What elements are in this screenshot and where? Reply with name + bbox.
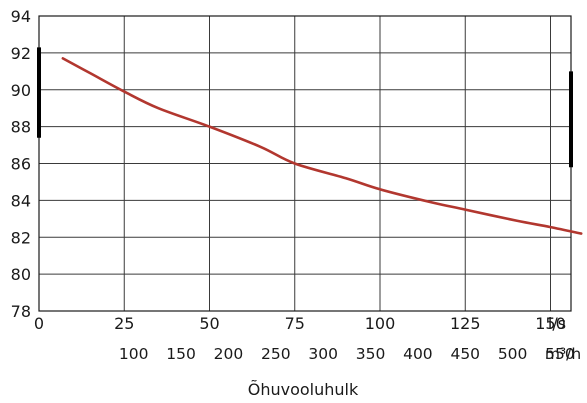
y-tick-label: 78	[11, 302, 31, 321]
x-tick-label-m3h: 400	[403, 345, 433, 363]
y-tick-label: 86	[11, 155, 31, 174]
grid	[38, 15, 571, 312]
x-tick-label-ls: 0	[34, 314, 44, 333]
x-tick-label-m3h: 100	[119, 345, 149, 363]
x-tick-label-ls: 125	[450, 314, 481, 333]
y-axis-ticks: 78 80 82 84 86 88 90 92 94	[11, 7, 31, 321]
side-markers	[37, 47, 573, 168]
x-axis-ticks-ls: 0 25 50 75 100 125 150	[34, 314, 566, 333]
x-axis-title: Õhuvooluhulk	[248, 380, 359, 399]
y-tick-label: 90	[11, 81, 31, 100]
x-tick-label-m3h: 150	[166, 345, 196, 363]
x-tick-label-ls: 25	[114, 314, 134, 333]
y-tick-label: 84	[11, 191, 31, 210]
x-tick-label-ls: 100	[365, 314, 396, 333]
y-tick-label: 94	[11, 7, 31, 26]
y-tick-label: 88	[11, 118, 31, 137]
y-tick-label: 82	[11, 228, 31, 247]
y-tick-label: 80	[11, 265, 31, 284]
x-tick-label-ls: 150	[535, 314, 566, 333]
y-tick-label: 92	[11, 44, 31, 63]
data-line	[61, 57, 583, 235]
x-tick-label-m3h: 550	[545, 345, 575, 363]
x-tick-label-m3h: 350	[356, 345, 386, 363]
x-tick-label-m3h: 200	[214, 345, 244, 363]
x-tick-label-m3h: 500	[498, 345, 528, 363]
x-tick-label-m3h: 450	[450, 345, 480, 363]
x-tick-label-ls: 75	[285, 314, 305, 333]
x-tick-label-m3h: 250	[261, 345, 291, 363]
x-unit-ls: l/s	[548, 314, 566, 333]
x-axis-ticks-m3h: 100 150 200 250 300 350 400 450 500 550	[119, 345, 575, 363]
x-tick-label-m3h: 300	[308, 345, 338, 363]
x-tick-label-ls: 50	[199, 314, 219, 333]
x-unit-m3h: m³/h	[545, 345, 581, 363]
